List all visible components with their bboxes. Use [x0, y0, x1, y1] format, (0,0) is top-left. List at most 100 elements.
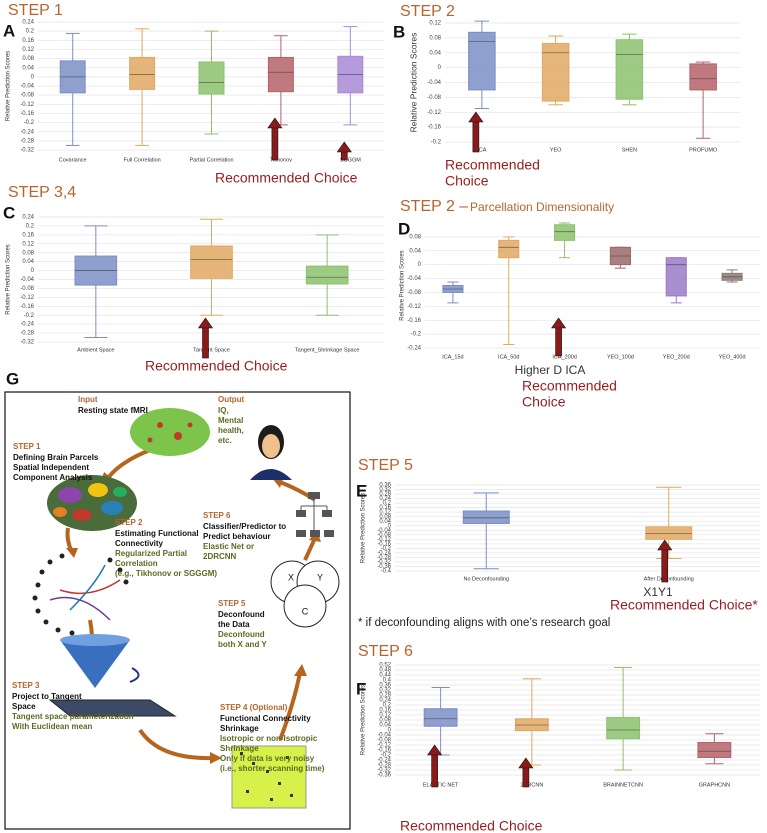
- step-text: Classifier/Predictor to: [203, 522, 286, 531]
- x-tick-label: After Deconfounding: [644, 576, 694, 582]
- y-tick-label: -0.24: [377, 550, 391, 556]
- x-tick-label: Partial Correlation: [189, 157, 233, 163]
- y-tick-label: -0.12: [407, 304, 421, 310]
- y-tick-label: -0.04: [407, 276, 421, 282]
- box: [190, 245, 233, 279]
- box: [697, 742, 732, 758]
- y-tick-label: -0.32: [377, 768, 391, 774]
- y-tick-label: 0: [31, 74, 35, 80]
- y-tick-label: 0.16: [379, 505, 391, 511]
- y-tick-label: 0.36: [379, 483, 391, 489]
- step-heading: STEP 3: [12, 681, 40, 690]
- step-detail: Only if data is very noisy: [220, 754, 315, 763]
- y-tick-label: 0.48: [379, 668, 391, 674]
- y-tick-label: -0.24: [20, 129, 34, 135]
- x-tick-label: BRAINNETCNN: [603, 782, 643, 788]
- y-tick-label: -0.04: [20, 84, 34, 90]
- y-tick-label: 0: [31, 268, 35, 274]
- y-tick-label: 0.04: [379, 723, 391, 729]
- y-tick-label: -0.4: [381, 569, 392, 575]
- y-axis-label: Relative Prediction Scores: [361, 493, 367, 563]
- panel-letter: E: [356, 481, 367, 500]
- y-tick-label: 0.08: [409, 234, 421, 240]
- y-tick-label: -0.08: [377, 532, 391, 538]
- box: [541, 42, 570, 102]
- y-tick-label: -0.04: [427, 80, 441, 86]
- y-tick-label: -0.24: [20, 322, 34, 328]
- recommend-arrow-head: [657, 539, 673, 551]
- y-tick-label: 0.12: [379, 510, 391, 516]
- panel-letter: B: [393, 22, 405, 41]
- x-axis-label: Higher D ICA: [515, 363, 586, 377]
- step-title: STEP 1: [8, 2, 63, 19]
- step-title: STEP 3,4: [8, 184, 76, 201]
- panel-letter: G: [6, 369, 19, 388]
- y-tick-label: -0.16: [427, 125, 441, 131]
- y-tick-label: 0.28: [379, 693, 391, 699]
- step-text: Estimating Functional: [115, 529, 199, 538]
- box: [267, 56, 294, 93]
- recommended-choice: Recommended: [522, 378, 617, 394]
- x-tick-label: Ambient Space: [77, 347, 114, 353]
- step-text: Space: [12, 702, 36, 711]
- x-tick-label: GRAPHCNN: [699, 782, 731, 788]
- y-tick-label: 0.04: [409, 248, 421, 254]
- y-tick-label: -0.04: [377, 528, 391, 534]
- step-detail: health,: [218, 426, 244, 435]
- y-tick-label: 0.04: [379, 519, 391, 525]
- step-title: STEP 2: [400, 3, 455, 20]
- y-tick-label: -0.12: [20, 102, 34, 108]
- y-tick-label: -0.08: [427, 95, 441, 101]
- x-tick-label: Covariance: [59, 157, 87, 163]
- recommend-arrow-shaft: [202, 326, 209, 359]
- box: [606, 717, 641, 740]
- x-tick-label: SGGGM: [340, 157, 362, 163]
- step-detail: Tangent space parameterization: [12, 712, 134, 721]
- footnote: * if deconfounding aligns with one’s res…: [358, 617, 610, 629]
- y-tick-label: -0.2: [381, 546, 392, 552]
- y-tick-label: -0.2: [24, 313, 35, 319]
- x-tick-label: No Deconfounding: [463, 576, 509, 582]
- y-axis-label: Relative Prediction Scores: [361, 685, 367, 755]
- y-tick-label: -0.16: [377, 541, 391, 547]
- panel-g-art: [4, 391, 351, 830]
- step-text: Functional Connectivity: [220, 714, 311, 723]
- y-tick-label: -0.24: [407, 346, 421, 352]
- step-text: Project to Tangent: [12, 692, 82, 701]
- step-heading: Output: [218, 395, 245, 404]
- y-tick-label: -0.24: [377, 758, 391, 764]
- step-heading: STEP 2: [115, 518, 143, 527]
- y-tick-label: -0.28: [20, 138, 34, 144]
- x-tick-label: ICA_15d: [442, 354, 463, 360]
- step-detail: (i.e., shorter scanning time): [220, 764, 325, 773]
- y-tick-label: -0.04: [20, 277, 34, 283]
- panel-letter: F: [356, 679, 366, 698]
- recommend-arrow-shaft: [472, 120, 480, 153]
- x-tick-label: ELASTIC NET: [423, 782, 459, 788]
- step-text: Predict behaviour: [203, 532, 271, 541]
- step-title: STEP 5: [358, 457, 413, 474]
- x-tick-label: Tikhonov: [270, 157, 292, 163]
- recommend-arrow-shaft: [555, 326, 562, 357]
- y-tick-label: 0: [388, 523, 392, 529]
- y-tick-label: -0.16: [20, 304, 34, 310]
- x-tick-label: ICA_200d: [552, 354, 576, 360]
- step-text: the Data: [218, 620, 250, 629]
- y-tick-label: 0.2: [383, 501, 392, 507]
- step-text: Resting state fMRI: [78, 406, 148, 415]
- box: [665, 257, 687, 297]
- recommended-choice: Recommended Choice*: [610, 597, 758, 613]
- y-tick-label: 0.08: [22, 250, 34, 256]
- step-detail: Mental: [218, 416, 243, 425]
- y-tick-label: 0.2: [26, 29, 35, 35]
- x-tick-label: YEO_200d: [663, 354, 690, 360]
- recommend-arrow-shaft: [271, 126, 279, 161]
- y-tick-label: 0.08: [22, 56, 34, 62]
- recommend-arrow-head: [336, 141, 352, 153]
- x-tick-label: Tangent_Shrinkage Space: [295, 347, 360, 353]
- y-tick-label: 0.44: [379, 673, 391, 679]
- box: [423, 708, 458, 727]
- x-tick-label: YEO_400d: [719, 354, 746, 360]
- y-tick-label: -0.08: [20, 286, 34, 292]
- y-tick-label: -0.16: [377, 748, 391, 754]
